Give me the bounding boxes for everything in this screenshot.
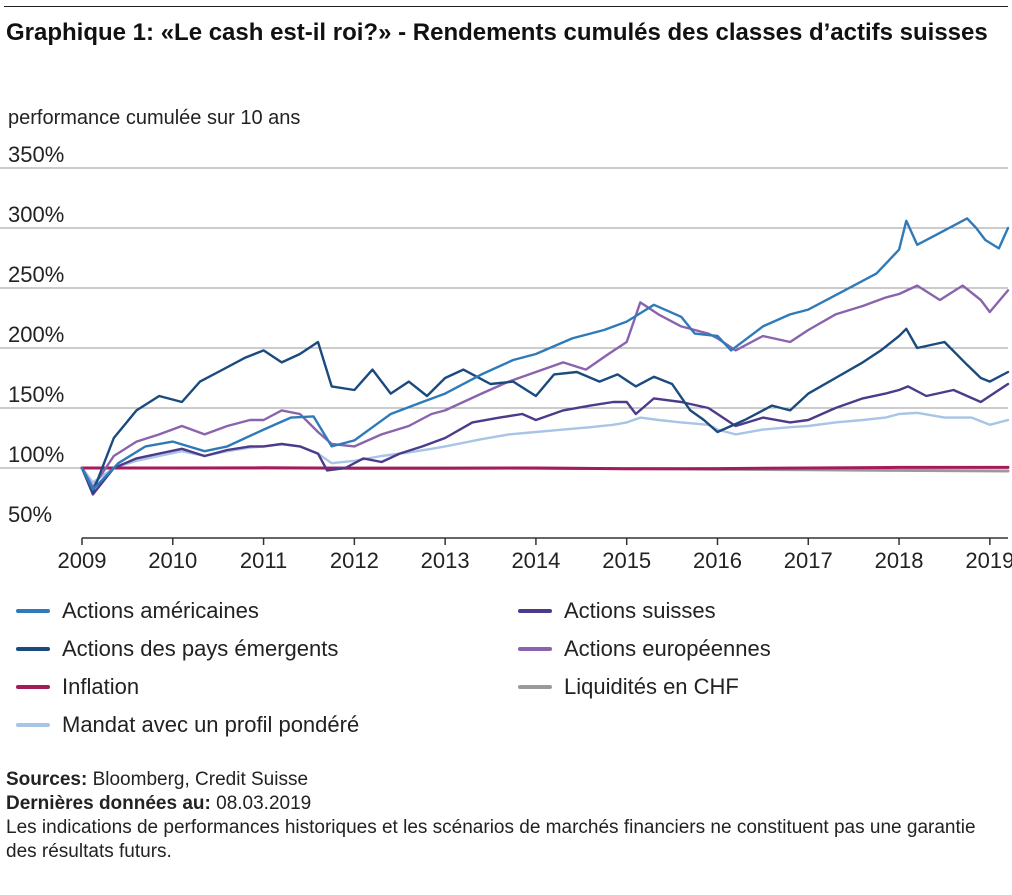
legend-swatch <box>518 647 552 651</box>
legend-label: Actions américaines <box>62 598 259 623</box>
x-tick-label: 2012 <box>330 548 379 573</box>
legend-label: Inflation <box>62 674 140 699</box>
x-tick-label: 2010 <box>148 548 197 573</box>
x-tick-label: 2013 <box>421 548 470 573</box>
series-line <box>80 217 1010 491</box>
legend-label: Actions suisses <box>564 598 716 623</box>
legend-label: Actions des pays émergents <box>62 636 339 661</box>
legend-item: Actions des pays émergents <box>16 631 338 667</box>
date-label: Dernières données au: <box>6 793 211 814</box>
chart-subtitle: performance cumulée sur 10 ans <box>8 107 301 129</box>
legend-item: Actions suisses <box>518 593 716 629</box>
x-axis: 2009 2010 2011 2012 2013 2014 2015 2016 2017 2018… <box>58 537 1012 573</box>
footer: Sources: Bloomberg, Credit Suisse Derniè… <box>6 768 1006 864</box>
legend-item: Actions européennes <box>518 631 771 667</box>
legend-swatch <box>518 609 552 613</box>
x-tick-label: 2011 <box>240 548 287 573</box>
y-tick-label: 100% <box>8 442 64 467</box>
legend-swatch <box>16 685 50 689</box>
date-value: 08.03.2019 <box>216 793 312 814</box>
legend-item: Mandat avec un profil pondéré <box>16 707 359 743</box>
legend-label: Actions européennes <box>564 636 771 661</box>
x-tick-label: 2015 <box>602 548 651 573</box>
series-lines <box>80 217 1010 496</box>
legend-item: Inflation <box>16 669 139 705</box>
series-line <box>80 284 1010 489</box>
legend-item: Actions américaines <box>16 593 259 629</box>
x-tick-label: 2014 <box>511 548 560 573</box>
top-rule <box>4 6 1008 7</box>
y-tick-label: 300% <box>8 202 64 227</box>
sources-line: Sources: Bloomberg, Credit Suisse <box>6 768 1006 792</box>
x-tick-label: 2016 <box>693 548 742 573</box>
series-line <box>80 382 1010 496</box>
disclaimer: Les indications de performances historiq… <box>6 817 976 862</box>
y-tick-label: 50% <box>8 502 52 527</box>
sources-value: Bloomberg, Credit Suisse <box>92 769 309 790</box>
x-tick-label: 2019 <box>965 548 1012 573</box>
legend-swatch <box>16 609 50 613</box>
x-tick-label: 2018 <box>875 548 924 573</box>
y-tick-label: 250% <box>8 262 64 287</box>
line-chart: 350% 300% 250% 200% 150% 100% 50% 2009 2010 2011… <box>0 142 1012 573</box>
y-tick-label: 350% <box>8 142 64 167</box>
legend-label: Mandat avec un profil pondéré <box>62 712 360 737</box>
sources-label: Sources: <box>6 769 88 790</box>
y-axis-ticks: 350% 300% 250% 200% 150% 100% 50% <box>8 142 64 527</box>
legend-swatch <box>16 723 50 727</box>
series-line <box>80 465 1010 471</box>
x-tick-label: 2009 <box>58 548 107 573</box>
legend-swatch <box>16 647 50 651</box>
y-tick-label: 150% <box>8 382 64 407</box>
grid-lines <box>0 167 1008 469</box>
legend-item: Liquidités en CHF <box>518 669 739 705</box>
series-line <box>80 327 1010 494</box>
chart-title: Graphique 1: «Le cash est-il roi?» - Ren… <box>6 19 988 46</box>
legend-label: Liquidités en CHF <box>564 674 739 699</box>
date-line: Dernières données au: 08.03.2019 <box>6 792 1006 816</box>
y-tick-label: 200% <box>8 322 64 347</box>
x-tick-label: 2017 <box>784 548 833 573</box>
legend-swatch <box>518 685 552 689</box>
legend: Actions américaines Actions suisses Action… <box>16 593 1006 743</box>
